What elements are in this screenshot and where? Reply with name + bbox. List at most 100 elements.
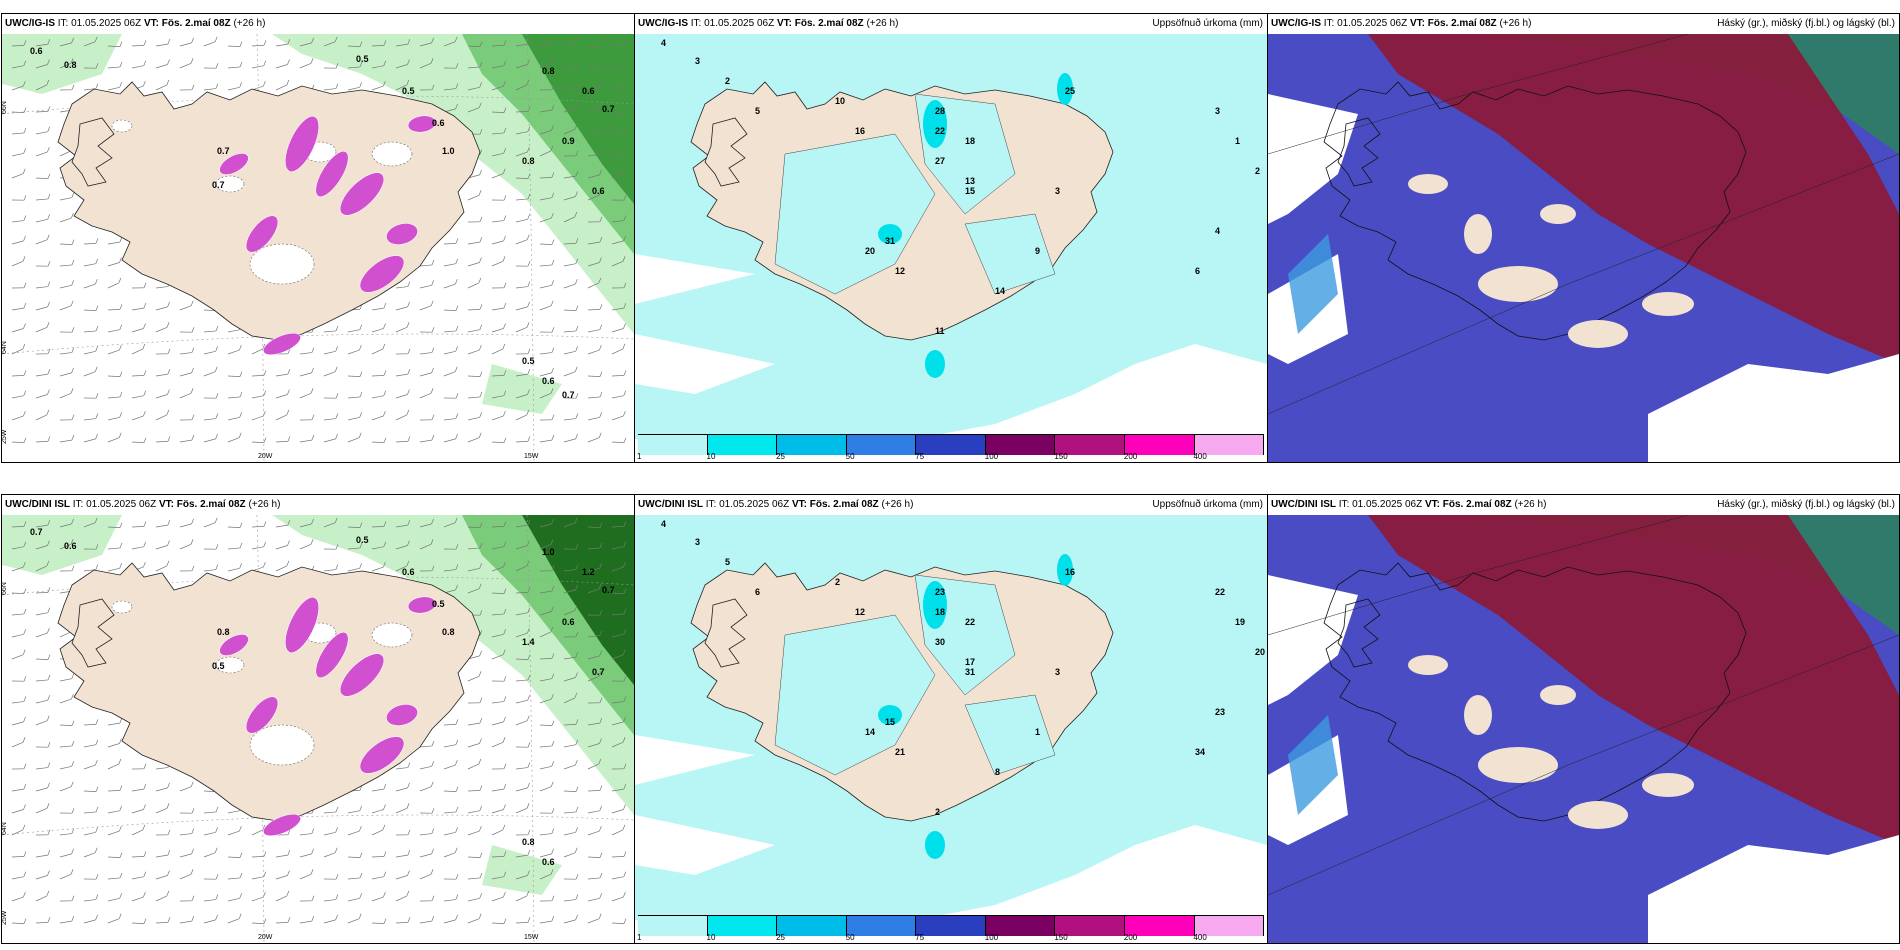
colorbar-swatch [1194,916,1265,936]
colorbar-tick-label: 200 [1123,933,1138,942]
precip-value-label: 2 [725,76,730,86]
wind-value-labels: 0.6 0.8 0.5 0.7 0.8 0.6 0.7 0.5 0.6 1.0 0.8 0.9 0.6 0… [30,46,615,400]
panel-title: Háský (gr.), miðský (fj.bl.) og lágský (… [1717,18,1895,29]
wind-map: 0.6 0.8 0.5 0.7 0.8 0.6 0.7 0.5 0.6 1.0 0.8 0.9 0.6 0… [2,34,634,462]
precip-colorbar [638,434,1265,455]
colorbar-tick-label: 50 [845,452,855,461]
high-wind-blobs [219,596,437,836]
wind-value-label: 0.7 [212,180,225,190]
precip-value-label: 23 [935,587,945,597]
precip-value-label: 31 [885,236,895,246]
colorbar-swatch [985,916,1056,936]
colorbar-tick-label: 200 [1123,452,1138,461]
precip-colorbar [638,915,1265,936]
colorbar-swatch [638,435,708,455]
precip-value-label: 14 [995,286,1005,296]
colorbar-swatch [638,916,708,936]
wind-value-label: 1.4 [522,637,535,647]
coordinate-label: 66N [2,101,8,114]
clear-sky-patches [1408,174,1694,348]
precip-value-labels: 4356212231822301716151421312219202334213… [661,519,1265,817]
cloud-layers [1268,515,1899,943]
precip-value-label: 18 [935,607,945,617]
wind-value-label: 0.5 [356,54,369,64]
high-wind-blobs [219,115,437,355]
wind-value-label: 0.6 [542,376,555,386]
precip-value-label: 20 [865,246,875,256]
precip-value-label: 27 [935,156,945,166]
panel-header: UWC/IG-IS IT: 01.05.2025 06Z VT: Fös. 2.… [635,14,1267,34]
precip-value-label: 1 [1035,727,1040,737]
coordinate-label: 64N [2,822,8,835]
panel-header: UWC/DINI ISL IT: 01.05.2025 06Z VT: Fös.… [2,495,634,515]
wind-value-label: 0.7 [602,104,615,114]
precip-value-label: 4 [661,38,666,48]
cloud-map [1268,34,1899,462]
graticule [1268,515,1899,896]
panel-header: UWC/DINI ISL IT: 01.05.2025 06Z VT: Fös.… [635,495,1267,515]
coordinate-label: 20W [258,453,273,460]
precip-panel-row2: UWC/DINI ISL IT: 01.05.2025 06Z VT: Fös.… [634,494,1268,944]
iceland-landmass [1323,562,1747,822]
cloud-layers [1268,34,1899,462]
precip-value-label: 6 [755,587,760,597]
wind-value-labels: 0.7 0.6 0.5 0.8 1.0 1.2 0.7 0.6 0.5 0.8 1.4 0.6 0.7 0… [30,527,615,867]
wind-value-label: 1.0 [542,547,555,557]
wind-value-label: 0.6 [402,567,415,577]
wind-value-label: 0.9 [562,136,575,146]
precip-value-label: 12 [895,266,905,276]
wind-value-label: 0.6 [582,86,595,96]
precip-value-label: 3 [1215,106,1220,116]
precip-value-label: 16 [1065,567,1075,577]
colorbar-tick-label: 100 [984,933,999,942]
wind-map: 0.7 0.6 0.5 0.8 1.0 1.2 0.7 0.6 0.5 0.8 1.4 0.6 0.7 0… [2,515,634,943]
colorbar-tick-label: 150 [1054,452,1068,461]
colorbar-swatch [985,435,1056,455]
wind-value-label: 0.7 [217,146,230,156]
coordinate-labels: 66N 64N 25W 20W 15W [2,582,539,941]
precip-value-label: 3 [695,56,700,66]
cloud-panel-row1: UWC/IG-IS IT: 01.05.2025 06Z VT: Fös. 2.… [1267,13,1900,463]
precip-value-label: 3 [695,537,700,547]
precip-over-land [774,554,1073,859]
wind-value-label: 0.5 [402,86,415,96]
precip-value-label: 14 [865,727,875,737]
precip-value-label: 15 [885,717,895,727]
precip-value-label: 11 [935,326,945,336]
colorbar-ticks: 1 10 25 50 75 100 150 200 400 [637,933,1264,943]
wind-value-label: 0.8 [64,60,77,70]
wind-value-label: 0.8 [542,66,555,76]
precip-value-label: 5 [755,106,760,116]
coordinate-label: 66N [2,582,8,595]
colorbar-swatch [777,916,847,936]
precip-value-label: 31 [965,667,975,677]
coordinate-labels: 66N 64N 25W 20W 15W [2,101,539,460]
precip-value-label: 1 [1235,136,1240,146]
cloud-map [1268,515,1899,943]
precip-map: 4356212231822301716151421312219202334213… [635,515,1267,920]
wind-value-label: 0.6 [30,46,43,56]
colorbar-tick-label: 10 [706,933,716,942]
precip-value-label: 34 [1195,747,1205,757]
iceland-landmass [1323,81,1747,341]
wind-value-label: 0.7 [30,527,43,537]
colorbar-tick-label: 75 [915,452,925,461]
wind-value-label: 0.5 [356,535,369,545]
colorbar-tick-label: 150 [1054,933,1068,942]
precip-value-label: 8 [995,767,1000,777]
colorbar-swatch [1055,435,1125,455]
precip-value-label: 12 [855,607,865,617]
colorbar-swatch [707,435,778,455]
precip-over-land [774,73,1073,378]
precip-value-label: 20 [1255,647,1265,657]
precip-value-label: 4 [1215,226,1220,236]
wind-value-label: 0.6 [562,617,575,627]
colorbar-tick-label: 1 [637,933,642,942]
colorbar-swatch [1124,916,1195,936]
wind-panel-row1: UWC/IG-IS IT: 01.05.2025 06Z VT: Fös. 2.… [1,13,635,463]
colorbar-tick-label: 25 [776,452,786,461]
colorbar-swatch [1124,435,1195,455]
precip-value-label: 22 [935,126,945,136]
precip-value-label: 21 [895,747,905,757]
precip-value-label: 16 [855,126,865,136]
